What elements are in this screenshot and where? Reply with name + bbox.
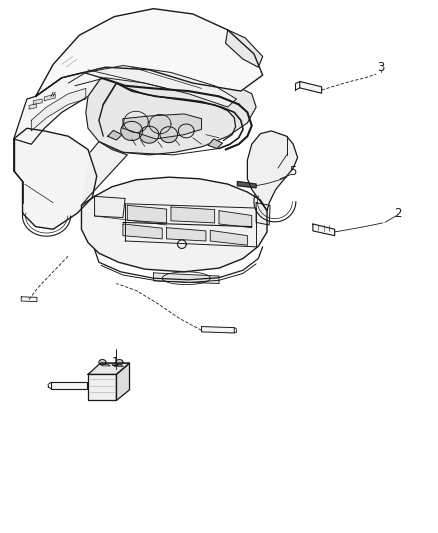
Polygon shape (68, 66, 237, 107)
Polygon shape (117, 364, 130, 400)
Polygon shape (300, 82, 321, 93)
Polygon shape (313, 224, 335, 236)
Polygon shape (219, 211, 252, 228)
Text: 1: 1 (112, 356, 119, 369)
Polygon shape (160, 127, 177, 143)
Polygon shape (44, 94, 55, 101)
Polygon shape (14, 128, 97, 229)
Polygon shape (29, 104, 36, 109)
Polygon shape (21, 297, 37, 302)
Polygon shape (116, 360, 123, 365)
Polygon shape (95, 196, 125, 217)
Polygon shape (108, 131, 122, 140)
Polygon shape (31, 88, 86, 131)
Text: 3: 3 (377, 61, 384, 74)
Polygon shape (171, 207, 215, 223)
Polygon shape (256, 203, 270, 225)
Polygon shape (237, 181, 256, 188)
Polygon shape (208, 139, 223, 149)
Polygon shape (201, 327, 234, 333)
Polygon shape (123, 224, 162, 239)
Polygon shape (153, 273, 219, 284)
Polygon shape (35, 9, 263, 96)
Polygon shape (127, 205, 166, 223)
Polygon shape (100, 365, 110, 366)
Polygon shape (88, 364, 130, 374)
Polygon shape (112, 365, 124, 367)
Polygon shape (51, 382, 87, 389)
Polygon shape (14, 72, 101, 144)
Polygon shape (123, 114, 201, 139)
Polygon shape (121, 122, 143, 141)
Polygon shape (210, 230, 247, 245)
Polygon shape (68, 66, 256, 155)
Polygon shape (81, 177, 267, 272)
Text: 5: 5 (290, 165, 297, 179)
Polygon shape (88, 374, 117, 400)
Polygon shape (166, 228, 206, 241)
Polygon shape (81, 142, 127, 205)
Polygon shape (226, 30, 263, 67)
Polygon shape (99, 360, 106, 365)
Polygon shape (247, 131, 297, 211)
Polygon shape (33, 99, 42, 104)
Polygon shape (140, 126, 159, 143)
Text: 2: 2 (394, 207, 402, 220)
